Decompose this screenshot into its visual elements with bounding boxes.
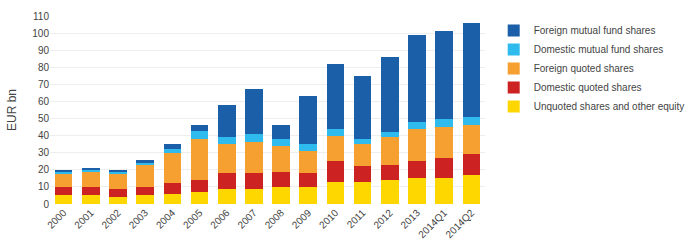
svg-text:2005: 2005 bbox=[181, 207, 205, 231]
svg-text:Unquoted shares and other equi: Unquoted shares and other equity bbox=[534, 101, 685, 112]
svg-text:90: 90 bbox=[38, 45, 50, 56]
svg-text:20: 20 bbox=[38, 164, 50, 175]
svg-text:2000: 2000 bbox=[45, 207, 69, 231]
svg-text:Domestic quoted shares: Domestic quoted shares bbox=[534, 82, 642, 93]
svg-text:110: 110 bbox=[33, 11, 49, 22]
svg-text:2007: 2007 bbox=[235, 207, 259, 231]
svg-text:60: 60 bbox=[38, 96, 50, 107]
svg-text:2003: 2003 bbox=[127, 207, 151, 231]
svg-text:50: 50 bbox=[38, 113, 50, 124]
svg-text:2011: 2011 bbox=[345, 207, 368, 230]
svg-text:0: 0 bbox=[43, 199, 49, 210]
svg-text:2006: 2006 bbox=[208, 207, 232, 231]
svg-text:2013: 2013 bbox=[398, 207, 422, 231]
svg-text:40: 40 bbox=[38, 130, 50, 141]
svg-text:80: 80 bbox=[38, 62, 50, 73]
svg-text:Foreign mutual fund shares: Foreign mutual fund shares bbox=[534, 25, 656, 36]
svg-text:Foreign quoted shares: Foreign quoted shares bbox=[534, 63, 634, 74]
svg-text:2008: 2008 bbox=[263, 207, 287, 231]
svg-text:2014Q2: 2014Q2 bbox=[443, 207, 476, 240]
svg-text:EUR bn: EUR bn bbox=[5, 89, 19, 131]
svg-text:2004: 2004 bbox=[154, 207, 178, 231]
svg-text:2014Q1: 2014Q1 bbox=[416, 207, 449, 240]
svg-text:100: 100 bbox=[32, 28, 49, 39]
svg-text:2001: 2001 bbox=[72, 207, 96, 231]
svg-text:70: 70 bbox=[38, 79, 50, 90]
svg-text:2010: 2010 bbox=[317, 207, 341, 231]
svg-text:Domestic mutual fund shares: Domestic mutual fund shares bbox=[534, 44, 664, 55]
svg-text:30: 30 bbox=[38, 147, 50, 158]
svg-text:10: 10 bbox=[38, 181, 50, 192]
svg-text:2002: 2002 bbox=[99, 207, 123, 231]
svg-text:2012: 2012 bbox=[371, 207, 395, 231]
svg-text:2009: 2009 bbox=[290, 207, 314, 231]
